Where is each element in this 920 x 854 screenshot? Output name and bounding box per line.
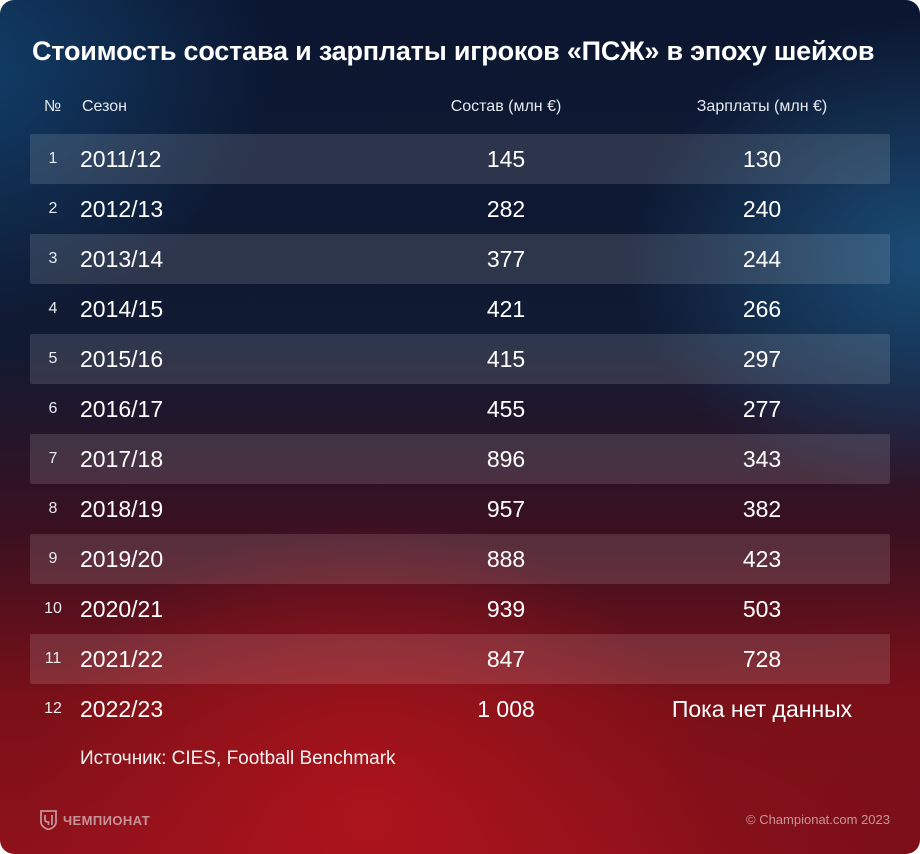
header-number: № xyxy=(44,98,62,115)
header-season: Сезон xyxy=(82,98,127,115)
table-row: 10 2020/21 939 503 xyxy=(30,584,890,634)
row-squad-value: 957 xyxy=(486,496,526,522)
row-wages: 423 xyxy=(742,546,782,572)
source-note: Источник: CIES, Football Benchmark xyxy=(80,748,396,769)
table-row: 4 2014/15 421 266 xyxy=(30,284,890,334)
row-squad-value: 421 xyxy=(486,296,526,322)
row-number: 2 xyxy=(48,200,58,217)
row-number: 9 xyxy=(48,550,58,567)
championat-logo-icon xyxy=(40,810,57,830)
table-row: 5 2015/16 415 297 xyxy=(30,334,890,384)
row-number: 1 xyxy=(48,150,58,167)
row-wages: 297 xyxy=(742,346,782,372)
chart-title: Стоимость состава и зарплаты игроков «ПС… xyxy=(32,36,875,66)
row-season: 2021/22 xyxy=(80,646,164,672)
row-number: 5 xyxy=(48,350,58,367)
row-number: 3 xyxy=(48,250,58,267)
row-squad-value: 415 xyxy=(486,346,526,372)
row-wages: 343 xyxy=(742,446,782,472)
row-season: 2017/18 xyxy=(80,446,164,472)
table-row: 3 2013/14 377 244 xyxy=(30,234,890,284)
row-squad-value: 377 xyxy=(486,246,526,272)
header-squad-value: Состав (млн €) xyxy=(450,98,562,115)
row-wages: Пока нет данных xyxy=(671,696,853,722)
row-squad-value: 888 xyxy=(486,546,526,572)
row-number: 12 xyxy=(44,700,62,717)
row-wages: 240 xyxy=(742,196,782,222)
row-number: 4 xyxy=(48,300,58,317)
table-row: 2 2012/13 282 240 xyxy=(30,184,890,234)
row-squad-value: 847 xyxy=(486,646,526,672)
row-season: 2016/17 xyxy=(80,396,164,422)
row-squad-value: 145 xyxy=(486,146,526,172)
row-number: 6 xyxy=(48,400,58,417)
table-row: 12 2022/23 1 008 Пока нет данных xyxy=(30,684,890,734)
logo-text: ЧЕМПИОНАТ xyxy=(63,812,151,828)
championat-logo: ЧЕМПИОНАТ xyxy=(40,810,150,830)
table-row: 9 2019/20 888 423 xyxy=(30,534,890,584)
row-wages: 266 xyxy=(742,296,782,322)
row-wages: 277 xyxy=(742,396,782,422)
row-number: 8 xyxy=(48,500,58,517)
row-season: 2012/13 xyxy=(80,196,164,222)
row-season: 2014/15 xyxy=(80,296,164,322)
row-wages: 130 xyxy=(742,146,782,172)
row-wages: 728 xyxy=(742,646,782,672)
table-body: 1 2011/12 145 130 2 2012/13 282 240 3 2013/14 377 2… xyxy=(30,134,890,734)
row-season: 2019/20 xyxy=(80,546,164,572)
row-wages: 382 xyxy=(742,496,782,522)
row-number: 7 xyxy=(48,450,58,467)
row-squad-value: 1 008 xyxy=(477,696,535,722)
table-row: 6 2016/17 455 277 xyxy=(30,384,890,434)
table-row: 1 2011/12 145 130 xyxy=(30,134,890,184)
row-wages: 503 xyxy=(742,596,782,622)
table-row: 7 2017/18 896 343 xyxy=(30,434,890,484)
row-squad-value: 939 xyxy=(486,596,526,622)
row-season: 2015/16 xyxy=(80,346,164,372)
row-wages: 244 xyxy=(742,246,782,272)
row-season: 2011/12 xyxy=(80,146,162,172)
row-squad-value: 282 xyxy=(486,196,526,222)
row-season: 2020/21 xyxy=(80,596,164,622)
row-season: 2018/19 xyxy=(80,496,164,522)
row-number: 11 xyxy=(44,650,62,667)
table-row: 8 2018/19 957 382 xyxy=(30,484,890,534)
row-season: 2022/23 xyxy=(80,696,164,722)
row-squad-value: 455 xyxy=(486,396,526,422)
row-number: 10 xyxy=(44,600,62,617)
copyright: © Championat.com 2023 xyxy=(746,812,890,827)
row-squad-value: 896 xyxy=(486,446,526,472)
row-season: 2013/14 xyxy=(80,246,164,272)
table-row: 11 2021/22 847 728 xyxy=(30,634,890,684)
header-wages: Зарплаты (млн €) xyxy=(696,98,828,115)
table-header: № Сезон Состав (млн €) Зарплаты (млн €) xyxy=(0,98,920,120)
